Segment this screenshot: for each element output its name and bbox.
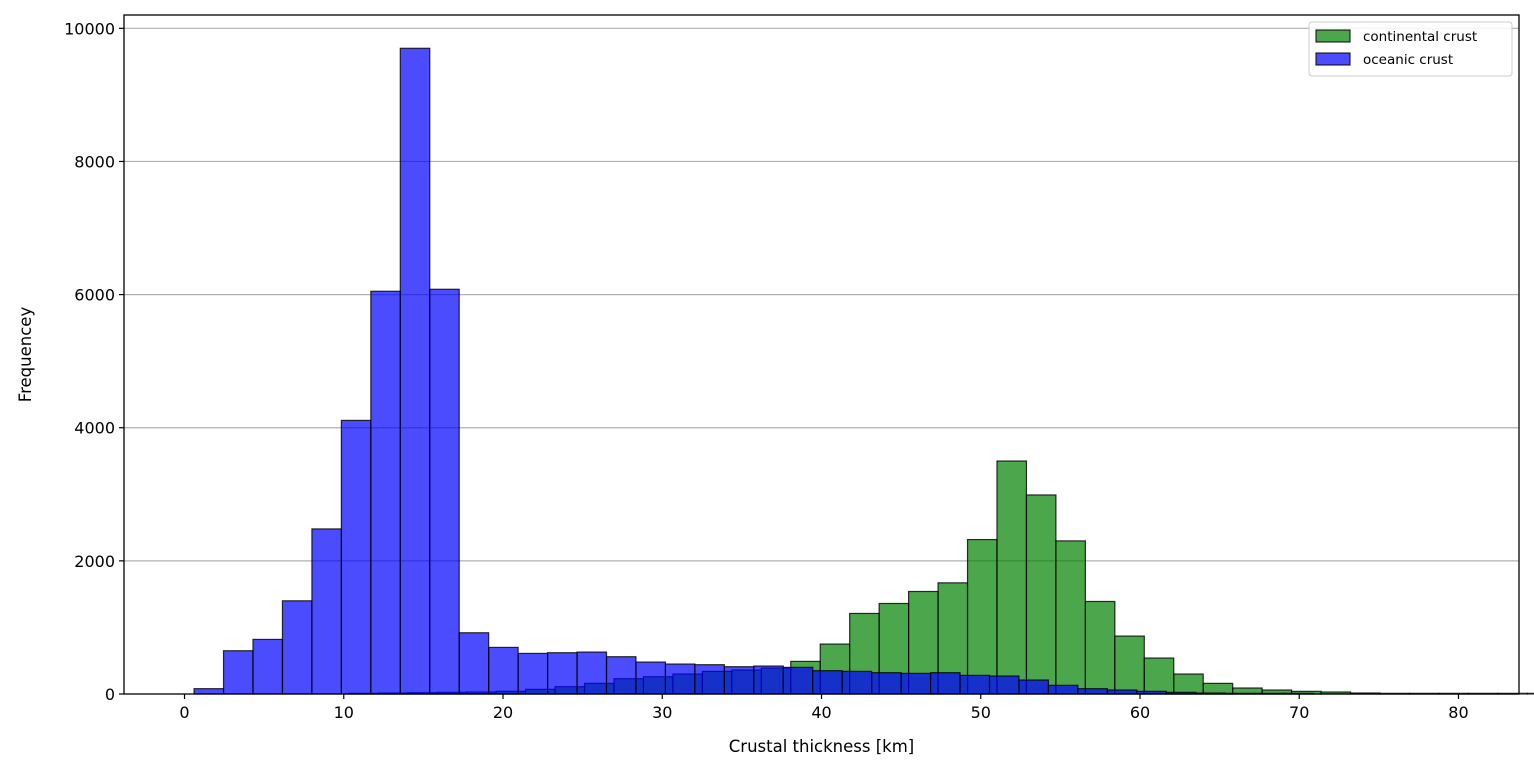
histogram-bar-oceanic bbox=[959, 674, 991, 695]
histogram-bar-continental bbox=[1055, 540, 1086, 695]
histogram-bar-oceanic bbox=[900, 672, 932, 695]
histogram-bar-oceanic bbox=[723, 666, 755, 695]
histogram-bar-oceanic bbox=[782, 666, 814, 695]
gridlines bbox=[124, 27, 1519, 562]
histogram-bar-oceanic bbox=[370, 290, 401, 695]
x-tick-label: 0 bbox=[179, 703, 189, 722]
histogram-bars bbox=[193, 47, 1534, 695]
x-tick-label: 80 bbox=[1448, 703, 1468, 722]
histogram-bar-oceanic bbox=[546, 652, 578, 695]
histogram-bar-oceanic bbox=[222, 650, 254, 695]
histogram-bar-continental bbox=[1526, 692, 1534, 695]
histogram-bar-continental bbox=[1025, 494, 1057, 695]
histogram-bar-continental bbox=[1173, 673, 1204, 695]
histogram-bar-continental bbox=[1143, 657, 1175, 695]
histogram-bar-oceanic bbox=[281, 600, 313, 695]
histogram-bar-oceanic bbox=[1077, 688, 1108, 695]
histogram-bar-oceanic bbox=[605, 656, 637, 695]
histogram-bar-oceanic bbox=[664, 663, 696, 695]
histogram-bar-oceanic bbox=[1047, 684, 1079, 695]
legend-label-continental: continental crust bbox=[1363, 29, 1477, 45]
y-tick-label: 6000 bbox=[74, 286, 115, 305]
legend-box bbox=[1308, 21, 1513, 77]
y-tick-label: 4000 bbox=[74, 419, 115, 438]
histogram-bar-oceanic bbox=[488, 646, 519, 695]
histogram-bar-oceanic bbox=[458, 632, 490, 695]
histogram-bar-oceanic bbox=[635, 661, 667, 695]
legend: continental crust oceanic crust bbox=[1308, 21, 1513, 77]
histogram-bar-oceanic bbox=[340, 419, 372, 695]
histogram-bar-oceanic bbox=[311, 528, 342, 695]
x-tick-label: 50 bbox=[971, 703, 991, 722]
histogram-bar-continental bbox=[1114, 635, 1145, 695]
histogram-bar-oceanic bbox=[694, 664, 725, 695]
x-tick-label: 40 bbox=[811, 703, 831, 722]
histogram-bar-oceanic bbox=[576, 651, 608, 695]
histogram-bar-oceanic bbox=[753, 665, 784, 695]
y-axis-label: Frequencey bbox=[16, 307, 35, 403]
legend-label-oceanic: oceanic crust bbox=[1363, 52, 1453, 68]
histogram-bar-oceanic bbox=[193, 688, 225, 695]
histogram-bar-oceanic bbox=[841, 670, 873, 695]
legend-swatch-oceanic bbox=[1315, 52, 1351, 66]
histogram-bar-oceanic bbox=[1018, 679, 1050, 695]
x-tick-label: 60 bbox=[1130, 703, 1150, 722]
y-tick-label: 10000 bbox=[64, 19, 115, 38]
axis-ticks: 0 10 20 30 40 50 60 70 80 0 2000 4000 6000 8000 10000 bbox=[64, 19, 1469, 722]
y-tick-label: 2000 bbox=[74, 552, 115, 571]
histogram-bar-continental bbox=[966, 538, 998, 695]
x-tick-label: 30 bbox=[652, 703, 672, 722]
y-tick-label: 0 bbox=[105, 685, 115, 704]
y-tick-label: 8000 bbox=[74, 152, 115, 171]
histogram-bar-oceanic bbox=[252, 638, 284, 695]
histogram-bar-continental bbox=[996, 460, 1028, 695]
histogram-bar-oceanic bbox=[988, 675, 1020, 695]
x-axis-label: Crustal thickness [km] bbox=[729, 737, 914, 756]
legend-swatch-continental bbox=[1315, 29, 1351, 43]
x-tick-label: 20 bbox=[493, 703, 513, 722]
x-tick-label: 10 bbox=[334, 703, 354, 722]
histogram-bar-oceanic bbox=[429, 288, 460, 695]
histogram-bar-oceanic bbox=[871, 672, 902, 695]
x-tick-label: 70 bbox=[1289, 703, 1309, 722]
plot-frame bbox=[123, 14, 1520, 695]
histogram-bar-oceanic bbox=[517, 652, 549, 695]
histogram-bar-oceanic bbox=[812, 670, 843, 695]
histogram-bar-oceanic bbox=[929, 672, 961, 695]
histogram-bar-continental bbox=[1084, 600, 1116, 695]
histogram-bar-oceanic bbox=[399, 47, 431, 695]
